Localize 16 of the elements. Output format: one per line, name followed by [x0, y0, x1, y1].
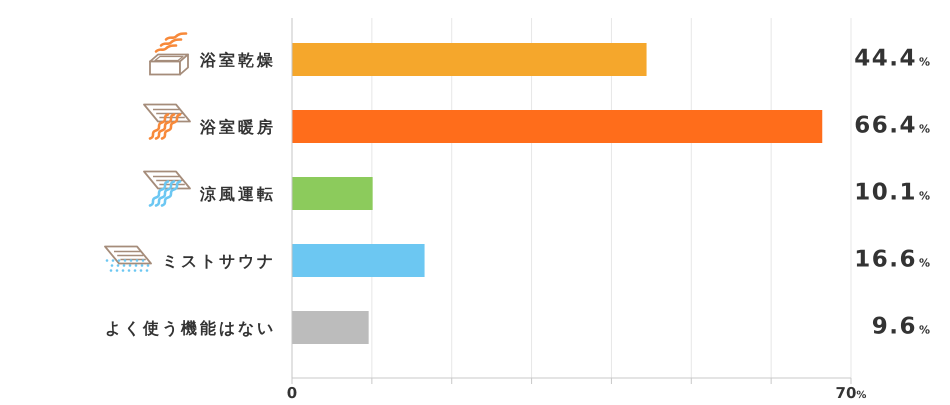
- y-tick-label: 涼風運転: [199, 184, 276, 204]
- data-label: 44.4%: [854, 45, 930, 72]
- bar: [292, 43, 647, 76]
- data-label: 16.6%: [854, 246, 930, 272]
- y-tick-label: ミストサウナ: [162, 251, 276, 270]
- y-tick-label: よく使う機能はない: [105, 318, 276, 338]
- data-label: 66.4%: [854, 112, 930, 138]
- x-tick-label: 70%: [836, 384, 866, 402]
- bar: [292, 177, 373, 210]
- data-label: 10.1%: [854, 179, 930, 206]
- x-tick-label: 0: [286, 384, 298, 402]
- data-label: 9.6%: [872, 313, 930, 340]
- y-tick-label: 浴室乾燥: [199, 50, 276, 70]
- y-tick-label: 浴室暖房: [199, 117, 276, 136]
- bar: [292, 244, 425, 277]
- bar: [292, 110, 822, 143]
